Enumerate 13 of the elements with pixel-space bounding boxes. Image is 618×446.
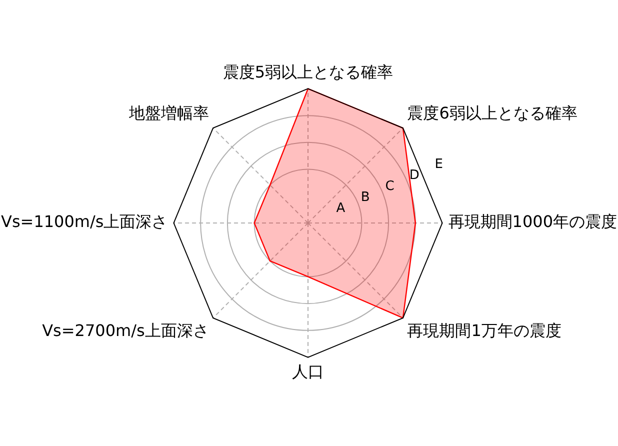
- spoke-label: 震度5弱以上となる確率: [222, 62, 394, 82]
- y-tick-label: B: [360, 190, 370, 205]
- y-tick-label: A: [336, 200, 346, 216]
- spoke-label: Vs=1100m/s上面深さ: [1, 212, 168, 232]
- spoke-label: 再現期間1000年の震度: [448, 212, 617, 232]
- spoke-label: 人口: [292, 362, 324, 382]
- spoke-label: 地盤増幅率: [128, 103, 209, 122]
- spoke-label: Vs=2700m/s上面深さ: [42, 320, 209, 340]
- spoke-label: 再現期間1万年の震度: [407, 320, 562, 340]
- y-tick-label: C: [385, 178, 394, 194]
- y-tick-label: E: [434, 157, 444, 172]
- y-tick-label: D: [409, 168, 420, 184]
- spoke-label: 震度6弱以上となる確率: [407, 103, 578, 122]
